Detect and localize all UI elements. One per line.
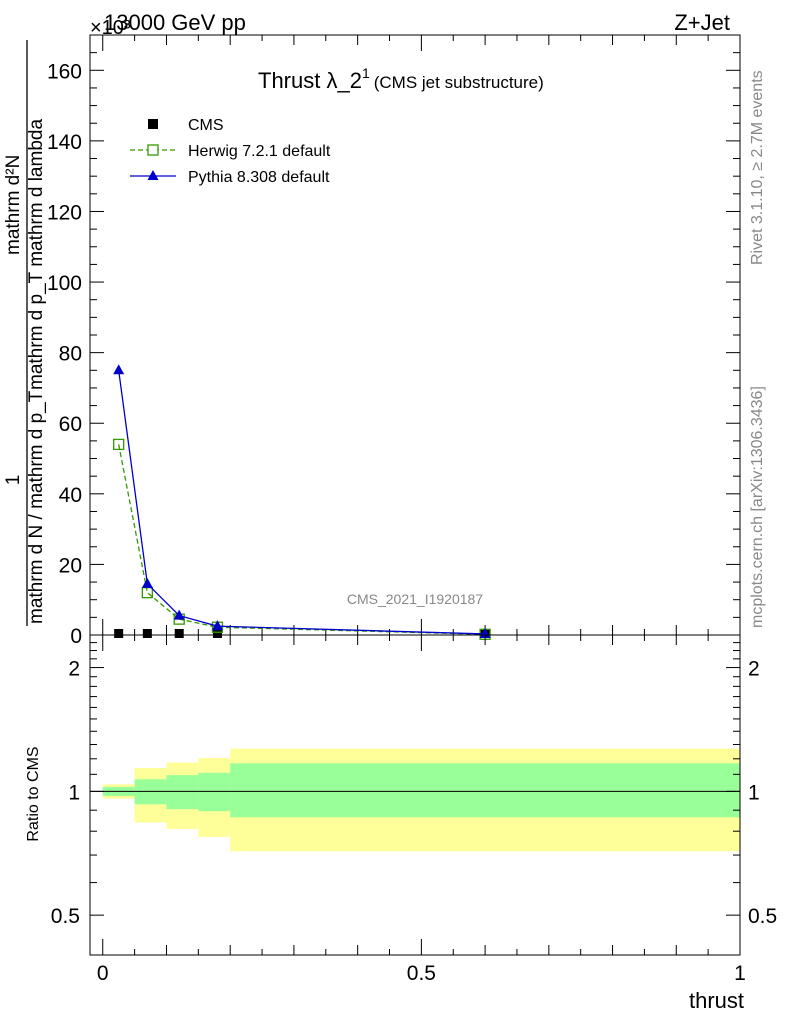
watermark: CMS_2021_I1920187	[347, 591, 483, 607]
ratio-y-axis-ticks: 0.5 0.5 1 1 2 2	[51, 642, 777, 956]
y-tick-label: 140	[47, 131, 82, 154]
data-point	[113, 438, 125, 451]
axis-exponent: ×10³	[90, 17, 131, 39]
ratio-x-axis-ticks: 0 0.5 1	[97, 635, 746, 985]
ratio-bands	[102, 748, 740, 852]
data-point	[113, 364, 125, 375]
data-point	[114, 629, 124, 638]
x-tick-label: 1	[734, 962, 746, 985]
chart-subtitle: (CMS jet substructure)	[374, 73, 544, 92]
mcplots-label: mcplots.cern.ch [arXiv:1306.3436]	[749, 386, 766, 628]
y-tick-label: 160	[47, 60, 82, 83]
ratio-plot-frame	[89, 634, 741, 956]
ylabel-prefactor-den: mathrm d N / mathrm d p_T	[26, 390, 47, 624]
x-tick-label: 0	[97, 962, 109, 985]
legend-marker	[147, 170, 159, 180]
legend: CMS Herwig 7.2.1 default Pythia 8.308 defa…	[130, 117, 331, 186]
y-tick-label: 40	[59, 484, 82, 507]
ratio-y-tick-label-right: 0.5	[748, 905, 777, 928]
ratio-plot-panel: 0.5 0.51 12 2 0 0.5 1 Ratio to CMS thrust	[25, 634, 777, 1013]
ylabel-denominator: mathrm d p_T mathrm d lambda	[26, 119, 47, 390]
data-point	[142, 629, 152, 638]
data-point	[173, 609, 185, 620]
y-tick-label: 120	[47, 201, 82, 224]
legend-label: CMS	[188, 117, 224, 134]
ylabel-numerator: mathrm d²N	[3, 155, 24, 255]
data-point	[211, 620, 223, 631]
y-tick-label: 20	[59, 554, 82, 577]
ylabel-prefactor-num: 1	[3, 475, 24, 486]
chart-title-text: Thrust λ_2	[258, 68, 362, 93]
data-point	[141, 577, 153, 588]
chart-title: Thrust λ_21 (CMS jet substructure)	[258, 65, 544, 93]
ratio-y-tick-label-right: 1	[748, 781, 760, 804]
legend-label: Herwig 7.2.1 default	[188, 143, 331, 160]
chart-title-sup: 1	[362, 65, 370, 81]
ratio-y-tick-label-right: 2	[748, 658, 760, 681]
y-tick-label: 80	[59, 343, 82, 366]
y-tick-label: 60	[59, 413, 82, 436]
x-tick-label: 0.5	[407, 962, 436, 985]
ratio-y-label: Ratio to CMS	[25, 746, 42, 841]
data-point	[212, 629, 222, 638]
ratio-y-tick-label: 1	[68, 781, 80, 804]
legend-marker	[147, 144, 159, 156]
ratio-y-tick-label: 0.5	[51, 905, 80, 928]
header-right: Z+Jet	[674, 10, 730, 35]
ratio-band-inner	[230, 763, 740, 818]
legend-marker	[148, 119, 158, 129]
main-y-axis-label: 1 mathrm d N / mathrm d p_T mathrm d²N m…	[3, 40, 47, 626]
ratio-y-tick-label: 2	[68, 658, 80, 681]
data-point	[174, 629, 184, 638]
main-y-axis-ticks: 0 20 40 60 80 100 120 140 160	[47, 34, 740, 648]
legend-label: Pythia 8.308 default	[188, 169, 330, 186]
ratio-band-inner	[166, 775, 199, 810]
series-layer	[113, 364, 491, 640]
y-tick-label: 100	[47, 272, 82, 295]
header-left: 13000 GeV pp	[104, 10, 246, 35]
x-axis-label: thrust	[689, 988, 744, 1013]
ratio-band-inner	[198, 772, 231, 812]
rivet-label: Rivet 3.1.10, ≥ 2.7M events	[749, 70, 766, 265]
y-tick-label: 0	[70, 625, 82, 648]
